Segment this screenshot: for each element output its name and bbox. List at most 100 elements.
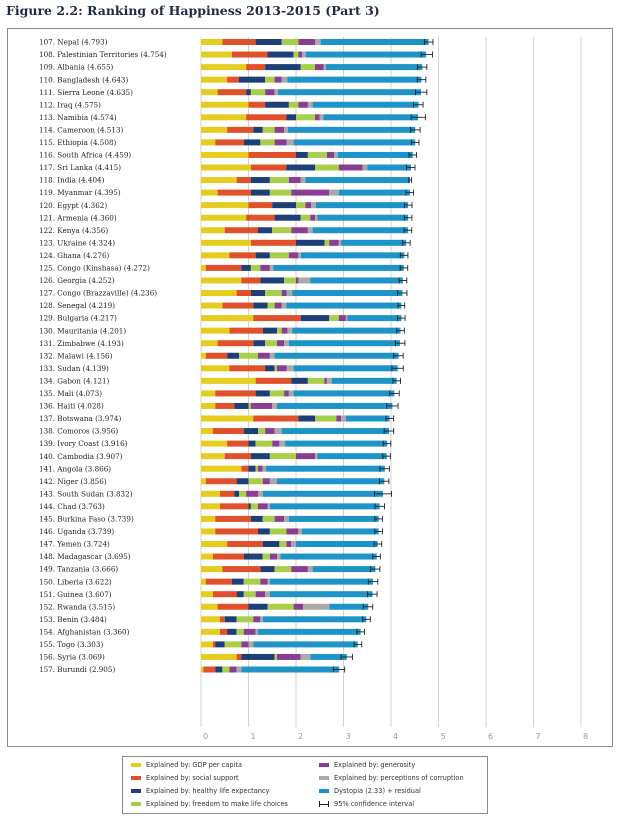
bar-segment-social [224, 453, 251, 460]
bar-segment-dystopia [277, 402, 393, 409]
bar-segment-dystopia [312, 566, 376, 573]
bar-segment-gdp [201, 365, 230, 372]
bar-segment-dystopia [269, 503, 380, 510]
bar-segment-generosity [246, 490, 258, 497]
bar-segment-dystopia [341, 239, 407, 246]
bar-segment-generosity [250, 402, 273, 409]
bar-segment-generosity [288, 177, 301, 184]
bar-segment-generosity [253, 616, 261, 623]
legend-item-freedom: Explained by: freedom to make life choic… [131, 800, 288, 808]
bar-segment-freedom [281, 39, 299, 45]
legend-item-gdp: Explained by: GDP per capita [131, 761, 242, 769]
row-label: 150. Liberia (3.622) [39, 577, 112, 586]
bar-segment-generosity [286, 528, 299, 535]
bar-segment-freedom [269, 390, 285, 397]
bar-segment-health [262, 327, 277, 334]
row-label: 146. Uganda (3.739) [39, 527, 114, 536]
bar-segment-gdp [201, 327, 230, 334]
bar-segment-social [253, 415, 299, 422]
bar-segment-gdp [201, 666, 204, 673]
bar-segment-freedom [243, 591, 256, 598]
bar-segment-corruption [248, 641, 254, 648]
row-label: 142. Niger (3.856) [39, 477, 107, 486]
bar-segment-health [296, 239, 325, 246]
legend-label: 95% confidence interval [334, 800, 415, 808]
row-label: 156. Syria (3.069) [39, 653, 105, 662]
bar-segment-social [212, 428, 244, 435]
row-label: 128. Senegal (4.219) [39, 301, 115, 310]
bar-segment-corruption [272, 402, 277, 409]
bar-segment-health [248, 603, 268, 610]
bar-segment-health [250, 177, 270, 184]
bar-segment-health [258, 528, 270, 535]
bar-segment-dystopia [288, 340, 401, 347]
bar-segment-social [212, 641, 216, 648]
bar-segment-social [229, 252, 256, 259]
bar-segment-gdp [201, 340, 218, 347]
x-tick-label: 5 [441, 732, 446, 741]
bar-segment-freedom [269, 528, 287, 535]
bar-segment-gdp [201, 591, 213, 598]
bar-segment-dystopia [277, 89, 421, 96]
bar-segment-generosity [298, 51, 303, 58]
row-label: 107. Nepal (4.793) [39, 38, 108, 47]
bar-segment-generosity [258, 465, 263, 472]
bar-segment-dystopia [325, 64, 423, 71]
legend-swatch-dystopia [319, 789, 329, 793]
bar-segment-social [224, 227, 258, 234]
bar-segment-freedom [248, 478, 263, 485]
bar-segment-corruption [267, 503, 270, 510]
bar-segment-gdp [201, 377, 256, 384]
bar-segment-generosity [338, 164, 363, 171]
bar-segment-social [250, 164, 287, 171]
row-label: 125. Congo (Kinshasa) (4.272) [39, 264, 150, 273]
bar-segment-health [241, 264, 251, 271]
bar-segment-freedom [250, 264, 261, 271]
bar-segment-gdp [201, 465, 242, 472]
bar-segment-health [215, 641, 225, 648]
bar-segment-generosity [284, 390, 289, 397]
bar-segment-freedom [300, 64, 315, 71]
bar-segment-gdp [201, 515, 216, 522]
row-label: 117. Sri Lanka (4.415) [39, 163, 121, 172]
bar-segment-health [298, 415, 315, 422]
bar-segment-gdp [201, 390, 216, 397]
bar-segment-generosity [281, 290, 287, 296]
bar-segment-social [220, 503, 249, 510]
bar-segment-generosity [269, 553, 277, 560]
bar-segment-freedom [236, 628, 244, 635]
row-label: 116. South Africa (4.459) [39, 151, 131, 160]
bar-segment-gdp [201, 64, 247, 71]
bar-segment-generosity [310, 214, 315, 221]
bar-segment-generosity [241, 641, 249, 648]
bar-segment-social [220, 628, 228, 635]
bar-segment-gdp [201, 264, 206, 271]
bar-segment-social [212, 553, 244, 560]
bar-segment-freedom [262, 553, 270, 560]
bar-segment-health [243, 139, 261, 146]
bar-segment-generosity [260, 578, 268, 585]
bar-segment-freedom [265, 290, 282, 296]
bar-segment-social [217, 603, 249, 610]
bar-segment-dystopia [296, 541, 378, 547]
bar-segment-generosity [315, 64, 324, 71]
row-label: 112. Iraq (4.575) [39, 100, 101, 109]
bar-segment-corruption [284, 340, 289, 347]
row-label: 137. Botswana (3.974) [39, 414, 121, 423]
bar-segment-social [215, 139, 244, 146]
bar-segment-health [243, 428, 258, 435]
bar-segment-social [227, 440, 249, 447]
bar-segment-health [250, 515, 263, 522]
bar-segment-dystopia [317, 453, 387, 460]
bar-segment-generosity [258, 352, 270, 359]
bar-segment-dystopia [274, 352, 399, 359]
bar-segment-social [212, 591, 237, 598]
bar-segment-gdp [201, 290, 237, 296]
bar-segment-freedom [329, 315, 339, 322]
bar-segment-dystopia [331, 377, 397, 384]
bar-segment-health [248, 440, 256, 447]
row-label: 124. Ghana (4.276) [39, 251, 110, 260]
bar-segment-dystopia [367, 164, 411, 171]
bar-segment-generosity [274, 302, 282, 309]
bar-segment-corruption [300, 177, 306, 184]
